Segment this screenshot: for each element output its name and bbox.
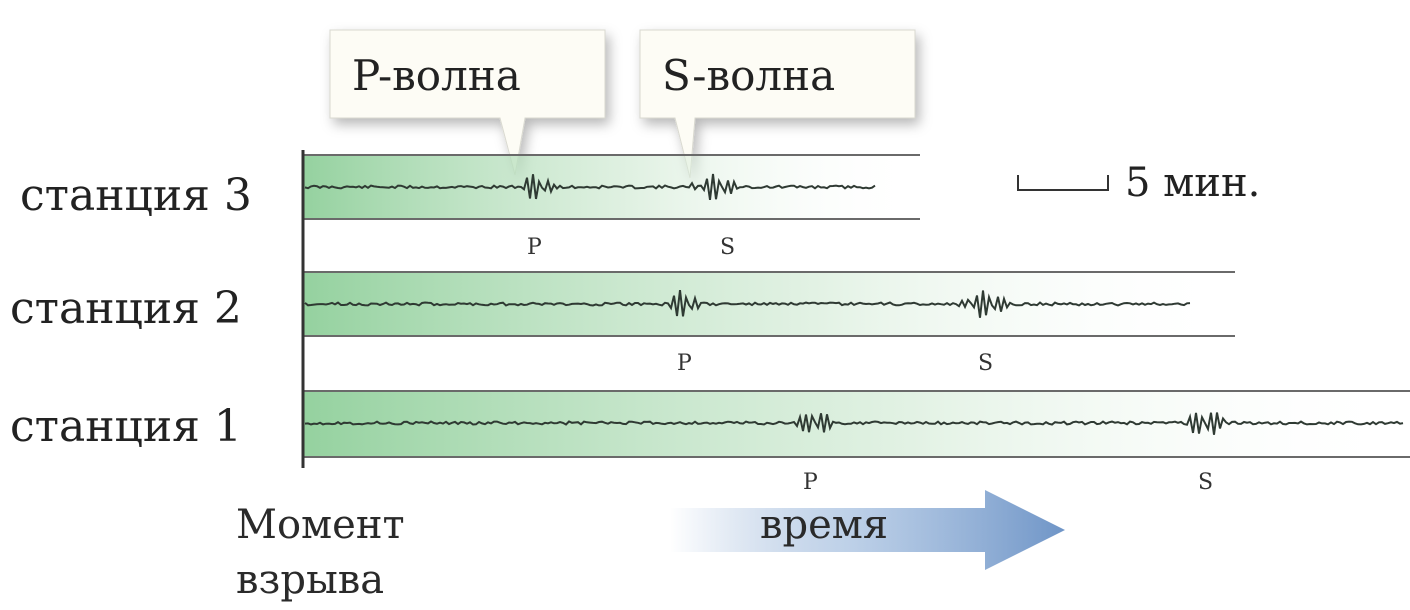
station-3-label: станция 3 [20,170,252,221]
origin-label-line2: взрыва [236,557,385,603]
s-wave-callout [639,29,916,179]
s-wave-callout-label: S-волна [662,51,836,100]
station-2-s-marker: S [978,351,994,376]
station-3-trace [304,173,876,201]
p-wave-callout-shape [329,29,606,176]
station-2-label: станция 2 [10,283,242,334]
station-1-panel [303,390,1410,458]
station-1-s-marker: S [1198,470,1214,495]
station-1-label: станция 1 [10,401,242,452]
s-wave-callout-shape [639,29,916,179]
station-1-trace [304,412,1404,435]
station-2-panel [303,271,1235,337]
p-wave-callout [329,29,606,176]
station-1-p-marker: P [803,470,818,495]
station-3-p-marker: P [527,235,542,260]
station-2-p-marker: P [677,351,692,376]
time-arrow [670,490,1065,570]
station-3-s-marker: S [720,235,736,260]
station-2-trace [304,289,1191,318]
scale-bar [1017,175,1109,191]
scale-label: 5 мин. [1125,160,1261,206]
time-label: время [760,502,889,548]
p-wave-callout-label: P-волна [352,51,521,100]
origin-label-line1: Момент [236,502,405,548]
station-3-panel [303,154,920,220]
